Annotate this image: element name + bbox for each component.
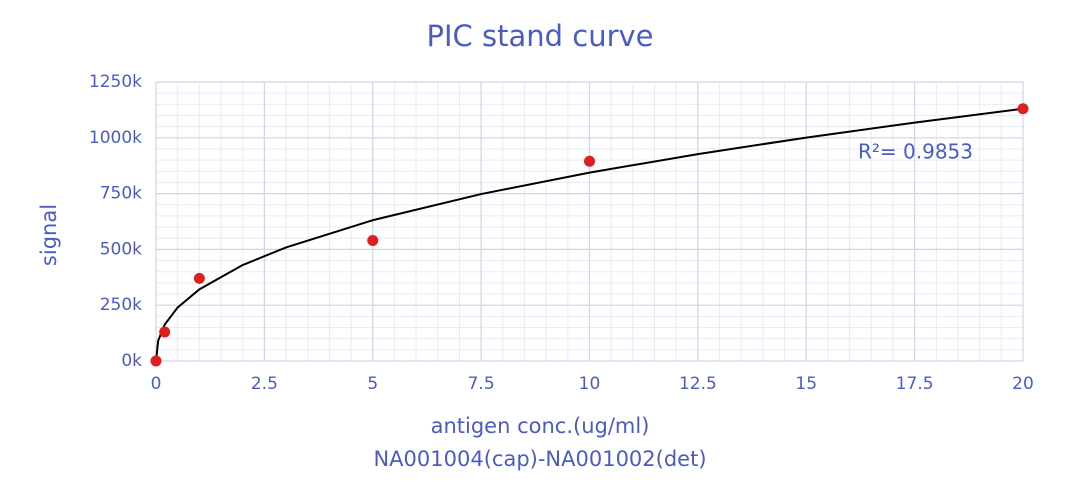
chart-title: PIC stand curve	[426, 19, 653, 53]
y-tick-label: 750k	[100, 184, 142, 204]
data-point	[367, 234, 379, 246]
y-axis-label: signal	[37, 204, 61, 266]
x-tick-label: 12.5	[679, 374, 717, 394]
x-tick-label: 2.5	[251, 374, 278, 394]
x-tick-label: 20	[1012, 374, 1034, 394]
x-tick-label: 5	[367, 374, 378, 394]
x-tick-label: 15	[795, 374, 817, 394]
y-tick-label: 1250k	[89, 72, 142, 92]
y-tick-label: 0k	[121, 351, 142, 371]
y-tick-label: 250k	[100, 295, 142, 315]
x-tick-label: 10	[579, 374, 601, 394]
x-axis-label: antigen conc.(ug/ml)	[431, 414, 650, 438]
data-point	[159, 326, 171, 338]
x-tick-label: 7.5	[468, 374, 495, 394]
x-axis-subtitle: NA001004(cap)-NA001002(det)	[373, 447, 706, 471]
data-point	[1017, 103, 1029, 115]
x-tick-label: 0	[151, 374, 162, 394]
y-tick-label: 500k	[100, 239, 142, 259]
data-point	[193, 272, 205, 284]
data-point	[584, 155, 595, 167]
fit-curve	[155, 107, 1024, 362]
x-tick-label: 17.5	[896, 374, 934, 394]
data-point	[150, 355, 162, 367]
y-tick-label: 1000k	[89, 128, 142, 148]
annotation: R²= 0.9853	[858, 140, 973, 164]
